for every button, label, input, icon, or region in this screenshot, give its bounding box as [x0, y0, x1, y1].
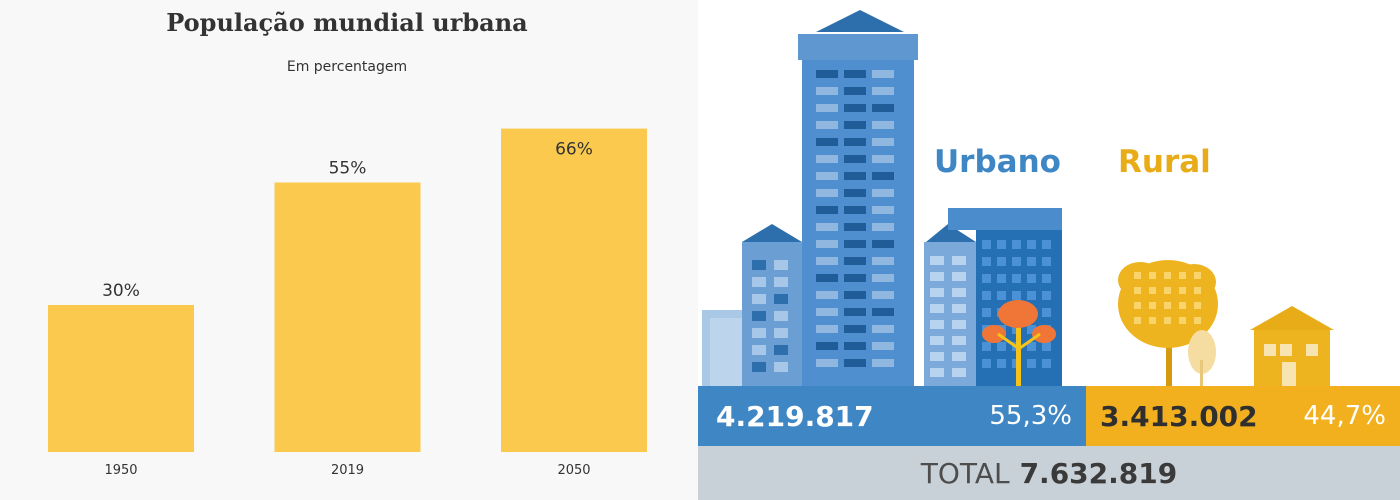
total-band: TOTAL 7.632.819: [698, 446, 1400, 500]
bar-chart-panel: População mundial urbana Em percentagem …: [0, 0, 698, 500]
tree-icon: [982, 300, 1056, 386]
bar-chart: 30% 1950 55% 2019 66% 2050: [48, 128, 647, 478]
bar-value-label-1950: 30%: [102, 281, 140, 301]
rural-label: Rural: [1118, 144, 1211, 180]
rural-percentage: 44,7%: [1303, 401, 1386, 431]
bar-value-label-2019: 55%: [329, 159, 367, 179]
chart-title: População mundial urbana: [166, 8, 528, 37]
bar-1950: [48, 305, 194, 452]
rural-tree-icon: [1118, 260, 1218, 386]
bar-value-label-2050: 66%: [555, 140, 593, 160]
rural-band: 3.413.002 44,7%: [1086, 386, 1400, 446]
bar-2050: [501, 128, 647, 452]
urban-band: 4.219.817 55,3%: [698, 386, 1086, 446]
city-buildings-icon: [702, 10, 1334, 386]
rural-count: 3.413.002: [1100, 399, 1258, 433]
chart-subtitle: Em percentagem: [286, 59, 408, 75]
bar-2019: [274, 182, 421, 452]
x-tick-label-2019: 2019: [331, 463, 364, 478]
population-infographic: Urbano Rural 4.219.817 55,3% 3.413.002 4…: [698, 0, 1400, 500]
urban-percentage: 55,3%: [989, 401, 1072, 431]
x-tick-label-1950: 1950: [104, 463, 137, 478]
house-icon: [1250, 306, 1334, 386]
total-label: TOTAL: [920, 456, 1010, 490]
total-value: 7.632.819: [1019, 456, 1178, 490]
x-tick-label-2050: 2050: [557, 463, 590, 478]
urban-count: 4.219.817: [716, 399, 874, 433]
urban-label: Urbano: [934, 144, 1061, 180]
